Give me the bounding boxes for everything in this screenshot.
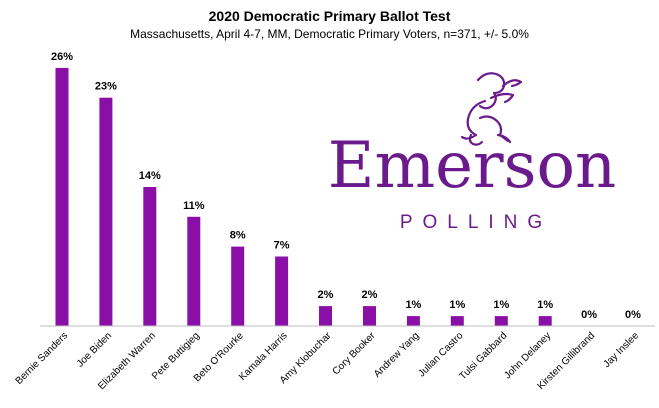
data-label: 1%: [405, 299, 421, 311]
data-label: 23%: [95, 81, 117, 93]
bar: [231, 246, 245, 326]
bar: [275, 256, 289, 326]
data-label: 2%: [318, 289, 334, 301]
logo-subtitle: POLLING: [400, 212, 552, 233]
data-label: 14%: [139, 170, 161, 182]
data-label: 7%: [274, 240, 290, 252]
logo-wordmark: Emerson: [328, 129, 616, 203]
bar: [187, 216, 201, 326]
chart-subtitle: Massachusetts, April 4-7, MM, Democratic…: [130, 27, 529, 41]
bar: [99, 97, 113, 326]
category-label: Julian Castro: [416, 330, 465, 379]
category-label: Jay Inslee: [602, 330, 642, 370]
data-label: 1%: [493, 299, 509, 311]
category-label: Bernie Sanders: [14, 330, 71, 387]
data-label: 1%: [537, 299, 553, 311]
bar: [319, 306, 332, 326]
category-label: Joe Biden: [75, 330, 114, 369]
data-label: 2%: [362, 289, 378, 301]
chart-title: 2020 Democratic Primary Ballot Test: [208, 8, 451, 24]
category-label: Cory Booker: [331, 330, 379, 378]
data-label: 11%: [183, 200, 205, 212]
bar: [363, 306, 376, 326]
category-label: Andrew Yang: [372, 330, 422, 380]
data-label: 8%: [230, 230, 246, 242]
data-label: 0%: [581, 309, 597, 321]
bar: [143, 187, 157, 326]
emerson-polling-logo: Emerson POLLING: [328, 72, 616, 233]
bar: [494, 316, 508, 326]
bar: [538, 316, 552, 326]
data-label: 26%: [51, 51, 73, 63]
lion-rampant-crest-icon: [460, 72, 523, 146]
data-label: 0%: [625, 309, 641, 321]
bar: [55, 67, 69, 327]
data-label: 1%: [449, 299, 465, 311]
bar: [406, 316, 420, 326]
bar: [450, 316, 464, 326]
